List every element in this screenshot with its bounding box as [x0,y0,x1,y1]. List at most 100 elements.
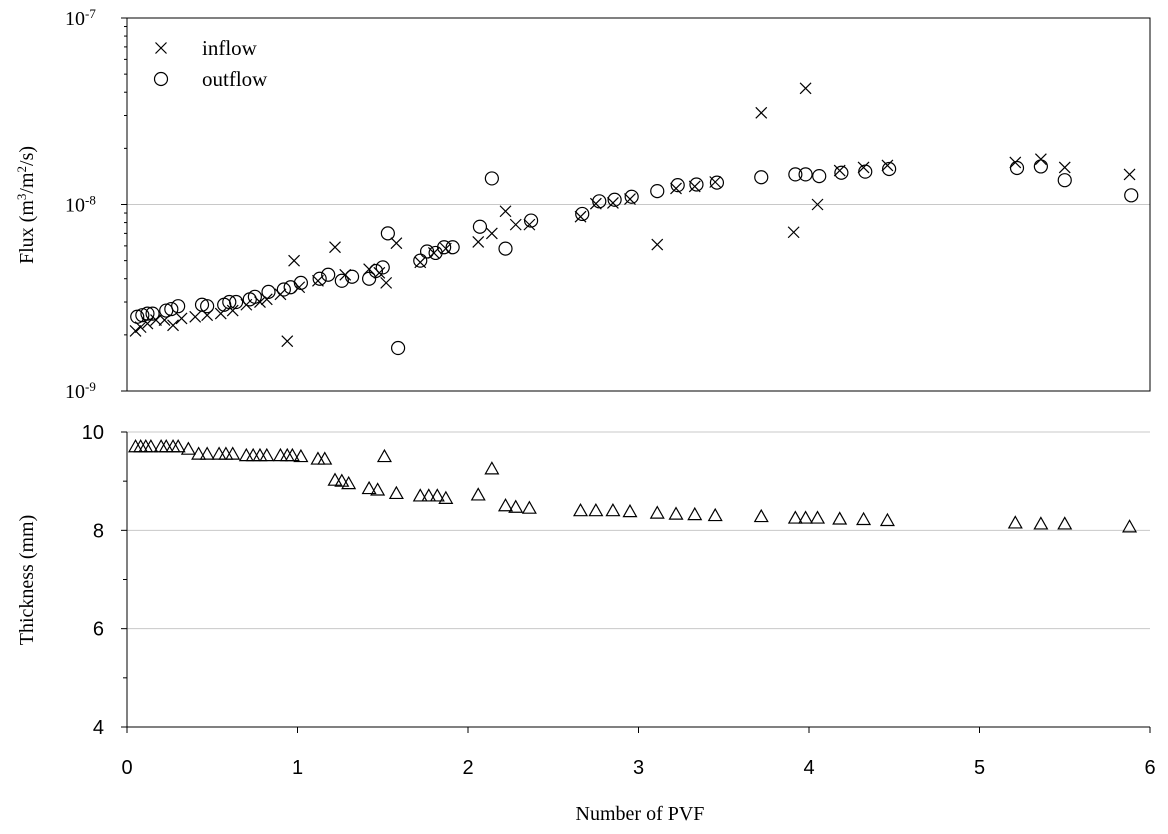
outflow-point [670,178,685,193]
outflow-point [390,340,406,356]
x-stroke-b [499,205,512,218]
x-stroke-b [589,197,602,210]
inflow-point [380,276,393,289]
legend: inflow outflow [153,36,268,91]
thickness-point [293,448,309,463]
thickness-point [191,446,207,460]
thickness-point [361,480,377,495]
thickness-point [787,510,803,524]
inflow-point [214,307,227,320]
thickness-point [668,506,684,520]
outflow-series [130,159,1139,356]
inflow-point [274,288,287,301]
x-stroke-b [651,238,664,251]
x-tick-label: 0 [121,757,132,779]
thickness-point [412,488,428,502]
outflow-point [140,306,155,321]
legend-inflow-label: inflow [202,36,258,60]
x-stroke-b [799,82,812,95]
thickness-point [484,461,500,475]
outflow-point [592,194,607,209]
thickness-y-tick-label: 4 [93,717,104,739]
thickness-point [252,447,268,462]
outflow-point [575,206,590,222]
inflow-point [670,182,682,195]
x-stroke-b [390,237,403,250]
thickness-point [421,488,437,502]
inflow-series [129,82,1136,348]
outflow-point [798,167,813,182]
thickness-y-tick-label: 6 [93,619,104,641]
outflow-point [283,280,298,295]
flux-y-tick-labels: 10-9 10-8 10-7 [65,6,96,404]
outflow-point [293,275,309,290]
thickness-point [470,487,486,501]
x-stroke-b [1009,156,1022,169]
x-tick-label: 3 [633,757,644,779]
thickness-point [245,447,261,462]
outflow-point [375,260,390,275]
inflow-point [1034,153,1047,166]
inflow-point [288,254,301,267]
thickness-point [317,451,333,465]
inflow-point [472,235,485,248]
x-tick-label: 6 [1144,757,1155,779]
thickness-point [588,502,604,517]
x-stroke-b [1058,161,1071,174]
x-tick-labels: 0 1 2 3 4 5 6 [121,757,1155,779]
inflow-point [150,314,162,327]
x-stroke-b [329,241,341,254]
thickness-point [438,490,454,504]
inflow-point [857,161,870,174]
x-stroke-b [175,312,188,325]
outflow-point [164,301,179,317]
thickness-point [180,441,196,455]
inflow-point [329,241,341,254]
outflow-point [261,284,276,299]
x-stroke-b [226,304,239,317]
outflow-point [472,219,488,234]
x-stroke-b [881,159,894,172]
outflow-point [812,168,827,184]
thickness-point [272,447,288,462]
thickness-series [127,439,1138,533]
x-stroke-b [485,227,498,240]
inflow-point [523,218,536,231]
outflow-point [135,308,150,323]
x-stroke-b [254,296,266,308]
x-axis-label: Number of PVF [576,803,705,825]
outflow-point [362,271,377,286]
outflow-point [312,271,327,286]
outflow-point [334,273,349,288]
outflow-point [834,165,849,180]
thickness-point [508,499,524,513]
x-stroke-b [670,182,682,195]
thickness-point [521,500,537,514]
x-stroke-b [523,218,536,231]
outflow-point [419,244,435,259]
inflow-point [485,227,498,240]
thickness-point [856,511,872,526]
x-stroke-b [134,321,147,334]
x-stroke-b [281,335,294,348]
inflow-point [226,304,239,317]
outflow-point [754,170,769,185]
thickness-point [370,482,386,496]
x-stroke-b [472,235,485,248]
x-tick-label: 4 [803,757,814,779]
x-stroke-b [624,193,636,205]
outflow-point [368,263,384,279]
legend-inflow-x [155,42,167,54]
outflow-point [858,164,873,179]
outflow-point [222,294,237,310]
thickness-point [143,439,159,453]
thickness-y-tick-labels: 4 6 8 10 [82,422,104,739]
thickness-point [170,439,186,453]
thickness-point [649,505,665,519]
thickness-point [1007,515,1023,529]
thickness-point [388,485,404,500]
thickness-point [284,447,300,462]
thickness-point [832,511,848,525]
outflow-point [413,253,428,268]
legend-outflow-label: outflow [202,67,268,91]
